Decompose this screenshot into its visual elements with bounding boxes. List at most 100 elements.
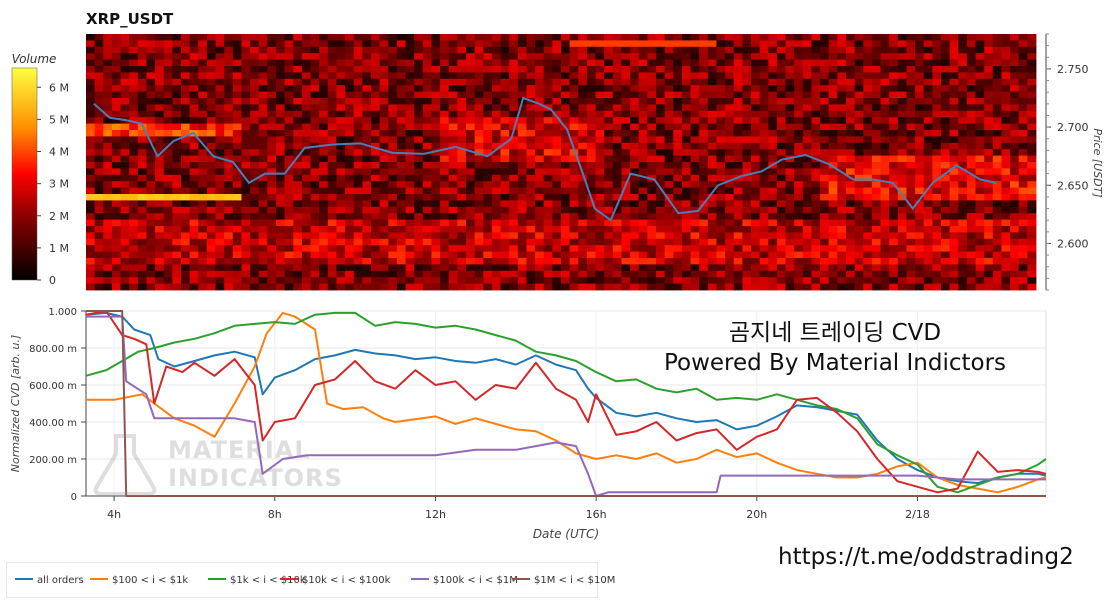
heatmap-cell: [681, 155, 691, 163]
heatmap-cell: [543, 162, 553, 169]
heatmap-cell: [345, 98, 355, 105]
heatmap-cell: [543, 59, 553, 67]
heatmap-cell: [474, 59, 484, 67]
heatmap-cell: [552, 226, 562, 233]
heatmap-cell: [586, 98, 596, 105]
heatmap-cell: [250, 78, 260, 86]
heatmap-cell: [336, 46, 346, 54]
heatmap-cell: [215, 53, 225, 60]
heatmap-cell: [941, 136, 951, 144]
heatmap-cell: [146, 136, 156, 144]
heatmap-cell: [215, 187, 225, 195]
heatmap-cell: [232, 194, 242, 201]
heatmap-cell: [785, 219, 795, 227]
heatmap-cell: [768, 66, 778, 73]
heatmap-cell: [656, 270, 666, 278]
heatmap-cell: [111, 130, 121, 137]
legend-item[interactable]: $100 < i < $1k: [90, 575, 188, 586]
heatmap-cell: [232, 226, 242, 233]
heatmap-cell: [509, 34, 519, 41]
heatmap-cell: [86, 110, 96, 118]
heatmap-cell: [932, 98, 942, 105]
heatmap-cell: [975, 219, 985, 227]
colorbar-label: Volume: [12, 52, 57, 66]
heatmap-cell: [992, 117, 1002, 124]
heatmap-cell: [371, 232, 381, 240]
heatmap-cell: [431, 232, 441, 240]
heatmap-cell: [120, 53, 130, 60]
heatmap-cell: [889, 117, 899, 124]
heatmap-cell: [854, 78, 864, 86]
heatmap-cell: [440, 238, 450, 246]
heatmap-cell: [811, 110, 821, 118]
legend-swatch: [90, 578, 108, 580]
heatmap-cell: [146, 264, 156, 272]
heatmap-cell: [431, 174, 441, 182]
heatmap-cell: [871, 258, 881, 265]
heatmap-cell: [958, 277, 968, 284]
heatmap-cell: [405, 187, 415, 195]
telegram-link[interactable]: https://t.me/oddstrading2: [778, 544, 1074, 570]
heatmap-cell: [690, 123, 700, 131]
heatmap-cell: [604, 123, 614, 131]
heatmap-cell: [535, 149, 545, 156]
heatmap-cell: [941, 226, 951, 233]
legend-item[interactable]: $1k < i < $10k: [208, 575, 306, 586]
heatmap-cell: [422, 200, 432, 208]
heatmap-cell: [690, 78, 700, 86]
heatmap-cell: [86, 104, 96, 112]
heatmap-cell: [86, 53, 96, 60]
legend-item[interactable]: $1M < i < $10M: [512, 575, 615, 586]
legend-item[interactable]: $100k < i < $1M: [411, 575, 518, 586]
heatmap-cell: [915, 149, 925, 156]
heatmap-cell: [146, 117, 156, 124]
heatmap-cell: [751, 53, 761, 60]
heatmap-cell: [1018, 91, 1028, 99]
heatmap-cell: [984, 104, 994, 112]
heatmap-cell: [500, 34, 510, 41]
heatmap-cell: [345, 238, 355, 246]
heatmap-cell: [440, 187, 450, 195]
heatmap-cell: [915, 72, 925, 80]
heatmap-cell: [707, 53, 717, 60]
heatmap-cell: [923, 149, 933, 156]
heatmap-cell: [621, 174, 631, 182]
heatmap-cell: [656, 238, 666, 246]
heatmap-cell: [759, 187, 769, 195]
heatmap-cell: [604, 40, 614, 48]
heatmap-cell: [440, 46, 450, 54]
heatmap-cell: [846, 258, 856, 265]
heatmap-cell: [863, 174, 873, 182]
heatmap-cell: [1027, 206, 1037, 214]
heatmap-cell: [716, 46, 726, 54]
heatmap-cell: [871, 110, 881, 118]
heatmap-cell: [535, 174, 545, 182]
heatmap-cell: [1027, 187, 1037, 195]
heatmap-cell: [785, 174, 795, 182]
heatmap-cell: [725, 110, 735, 118]
heatmap-cell: [310, 251, 320, 259]
heatmap-cell: [517, 264, 527, 272]
heatmap-cell: [448, 130, 458, 137]
heatmap-cell: [923, 181, 933, 188]
heatmap-cell: [146, 59, 156, 67]
heatmap-cell: [569, 251, 579, 259]
heatmap-cell: [276, 117, 286, 124]
legend-item[interactable]: $10k < i < $100k: [280, 575, 390, 586]
heatmap-cell: [612, 277, 622, 284]
heatmap-cell: [802, 251, 812, 259]
heatmap-cell: [440, 155, 450, 163]
legend-item[interactable]: all orders: [15, 575, 84, 586]
heatmap-cell: [958, 162, 968, 169]
heatmap-cell: [120, 46, 130, 54]
heatmap-cell: [94, 59, 104, 67]
heatmap-cell: [915, 130, 925, 137]
heatmap-cell: [535, 136, 545, 144]
heatmap-cell: [405, 277, 415, 284]
heatmap-cell: [94, 258, 104, 265]
heatmap-cell: [828, 53, 838, 60]
heatmap-cell: [517, 200, 527, 208]
heatmap-cell: [966, 187, 976, 195]
heatmap-cell: [742, 59, 752, 67]
heatmap-cell: [543, 40, 553, 48]
